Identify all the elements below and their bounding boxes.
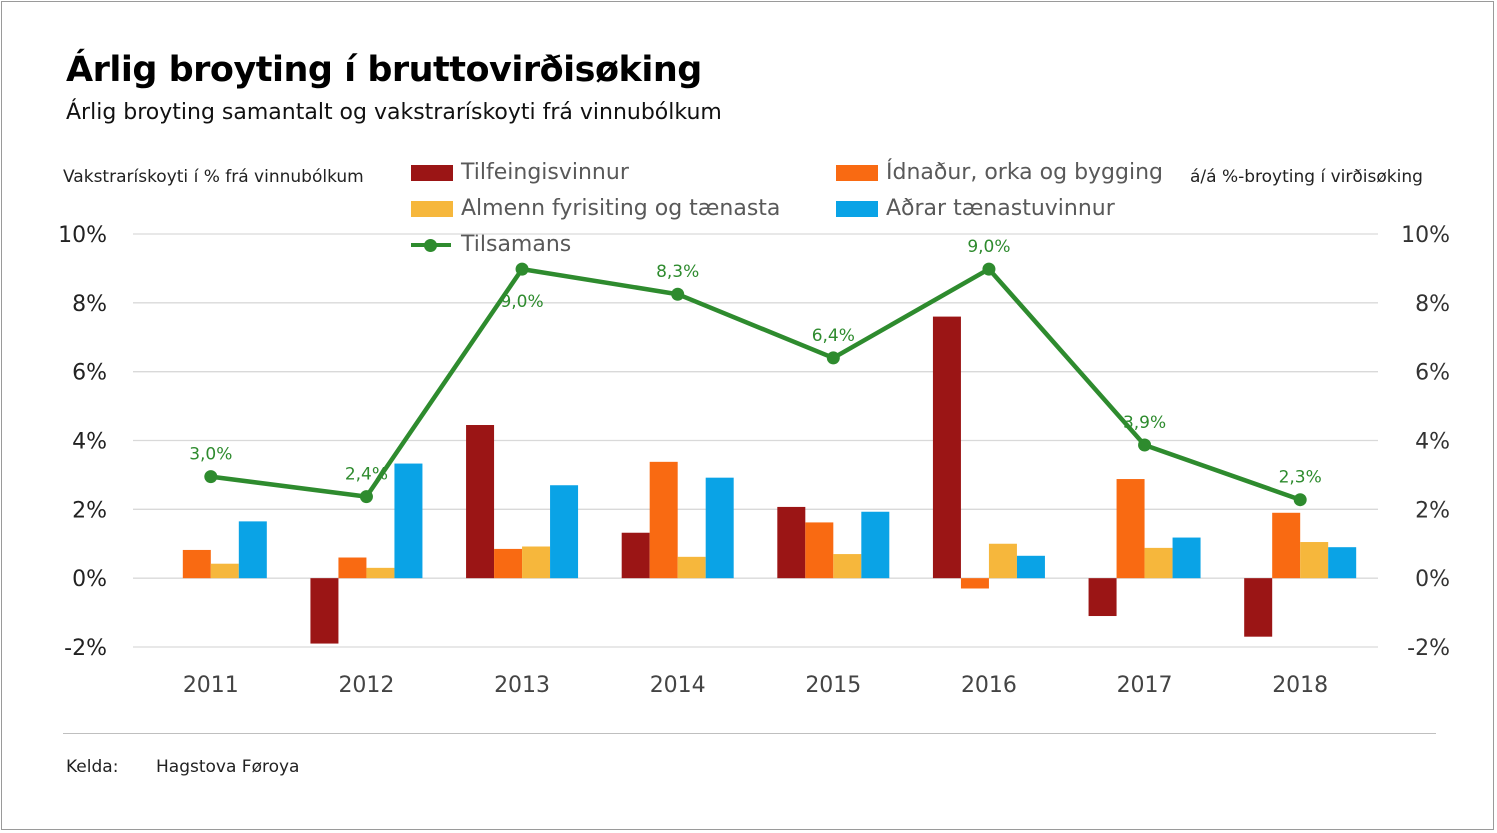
y-tick-label-right: 4% [1415, 430, 1450, 455]
line-point [982, 262, 996, 276]
legend-label: Tilfeingisvinnur [461, 160, 629, 185]
legend-item-almenn-fyrisiting: Almenn fyrisiting og tænasta [411, 196, 780, 221]
bar [394, 463, 423, 579]
y-tick-label-right: -2% [1407, 636, 1450, 661]
source-value: Hagstova Føroya [156, 757, 300, 777]
bar [1016, 555, 1045, 579]
bar [861, 511, 890, 579]
bar [705, 477, 734, 579]
y-tick-label-left: 8% [72, 292, 107, 317]
legend-item-idnadur: Ídnaður, orka og bygging [836, 160, 1163, 185]
bar [932, 316, 961, 579]
x-tick-label: 2018 [1272, 673, 1328, 698]
legend-label: Tilsamans [461, 232, 572, 257]
data-label: 2,3% [1279, 468, 1322, 488]
bar [777, 506, 806, 579]
bar [988, 543, 1017, 579]
y-tick-label-right: 0% [1415, 567, 1450, 592]
line-point [204, 470, 218, 484]
legend-swatch-icon [836, 164, 878, 181]
y-tick-label-left: -2% [64, 636, 107, 661]
line-point [671, 287, 685, 301]
bar [310, 578, 339, 644]
bar [182, 549, 211, 579]
bar [1116, 479, 1145, 579]
legend-label: Almenn fyrisiting og tænasta [461, 196, 781, 221]
x-tick-label: 2017 [1117, 673, 1173, 698]
line-series [210, 266, 1301, 502]
chart-subtitle: Árlig broyting samantalt og vakstrarísko… [66, 100, 722, 125]
y-tick-label-right: 6% [1415, 361, 1450, 386]
x-tick-label: 2012 [338, 673, 394, 698]
legend-swatch-icon [836, 200, 878, 217]
chart-title: Árlig broyting í bruttovirðisøking [66, 50, 702, 90]
bar [210, 563, 239, 579]
data-label: 3,9% [1123, 413, 1166, 433]
legend-swatch-icon [411, 164, 453, 181]
bar [621, 532, 650, 579]
source-label: Kelda: [66, 757, 119, 777]
bar [1144, 547, 1173, 579]
bar [649, 461, 678, 579]
line-point [1293, 493, 1307, 507]
line-point [515, 262, 529, 276]
bar [338, 557, 367, 579]
y-tick-label-left: 2% [72, 498, 107, 523]
bar [1172, 537, 1201, 579]
data-label: 8,3% [656, 262, 699, 282]
x-tick-label: 2011 [183, 673, 239, 698]
line-point [359, 490, 373, 504]
line-point [1138, 438, 1152, 452]
legend-item-adrar-taenastuvinnur: Aðrar tænastuvinnur [836, 196, 1115, 221]
x-tick-label: 2016 [961, 673, 1017, 698]
bar [1272, 512, 1301, 579]
y-tick-label-right: 2% [1415, 498, 1450, 523]
bar [238, 521, 267, 579]
y-tick-label-left: 4% [72, 430, 107, 455]
data-label: 6,4% [812, 326, 855, 346]
bar [494, 548, 523, 579]
line-point [826, 351, 840, 365]
legend-line-marker-icon [411, 237, 451, 253]
data-label: 2,4% [345, 465, 388, 485]
bar [366, 567, 395, 579]
y-tick-label-right: 10% [1401, 223, 1450, 248]
bar [1244, 578, 1273, 637]
legend-swatch-icon [411, 200, 453, 217]
footer-divider [63, 733, 1436, 734]
data-label: 9,0% [500, 292, 543, 312]
bar [1300, 542, 1329, 579]
data-label: 3,0% [189, 445, 232, 465]
bar [522, 546, 551, 579]
x-tick-label: 2013 [494, 673, 550, 698]
legend-label: Aðrar tænastuvinnur [886, 196, 1115, 221]
data-label: 9,0% [967, 237, 1010, 257]
y-tick-label-left: 10% [58, 223, 107, 248]
bar [805, 522, 834, 579]
y-tick-label-left: 0% [72, 567, 107, 592]
right-axis-title: á/á %-broyting í virðisøking [1190, 167, 1423, 187]
left-axis-title: Vakstrarískoyti í % frá vinnubólkum [63, 167, 364, 187]
x-tick-label: 2015 [805, 673, 861, 698]
bar [550, 485, 579, 579]
bar [1088, 578, 1117, 617]
y-tick-label-right: 8% [1415, 292, 1450, 317]
y-tick-label-left: 6% [72, 361, 107, 386]
legend-item-tilsamans: Tilsamans [411, 232, 571, 257]
legend-label: Ídnaður, orka og bygging [886, 160, 1163, 185]
legend-item-tilfeingisvinnur: Tilfeingisvinnur [411, 160, 629, 185]
x-tick-label: 2014 [650, 673, 706, 698]
bar [960, 578, 989, 589]
bar [1328, 547, 1357, 579]
bar [833, 554, 862, 579]
bar [466, 425, 495, 579]
bar [677, 556, 706, 579]
